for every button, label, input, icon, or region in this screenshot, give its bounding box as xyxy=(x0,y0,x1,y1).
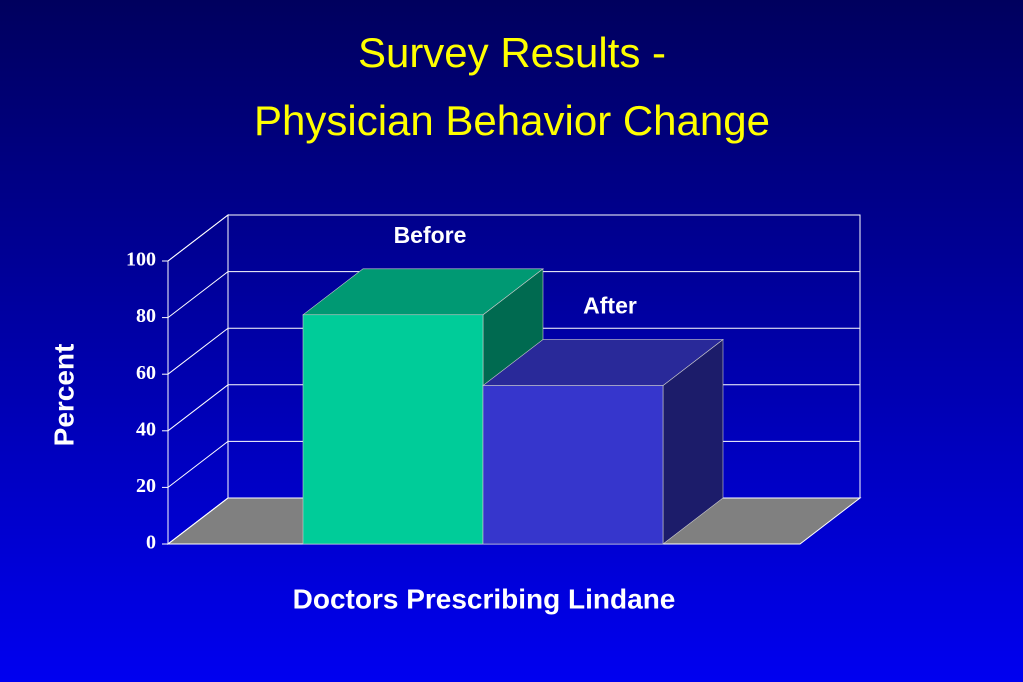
y-tick-label: 40 xyxy=(136,418,156,440)
grid-line xyxy=(167,327,860,375)
bar xyxy=(482,385,664,545)
series-label: After xyxy=(583,293,637,319)
series-label: Before xyxy=(394,222,467,248)
y-axis-label: Percent xyxy=(48,344,79,447)
y-tick-label: 80 xyxy=(136,305,156,327)
chart-title: Survey Results - xyxy=(358,29,666,76)
y-tick-label: 20 xyxy=(136,475,156,497)
side-wall xyxy=(167,213,229,546)
grid-line xyxy=(167,271,860,318)
grid-line xyxy=(167,214,860,262)
y-tick-label: 100 xyxy=(126,249,156,271)
bar xyxy=(302,314,484,545)
x-axis-label: Doctors Prescribing Lindane xyxy=(293,583,676,614)
y-tick-label: 60 xyxy=(136,362,156,384)
chart-title: Physician Behavior Change xyxy=(254,97,770,144)
y-tick-label: 0 xyxy=(146,532,156,554)
